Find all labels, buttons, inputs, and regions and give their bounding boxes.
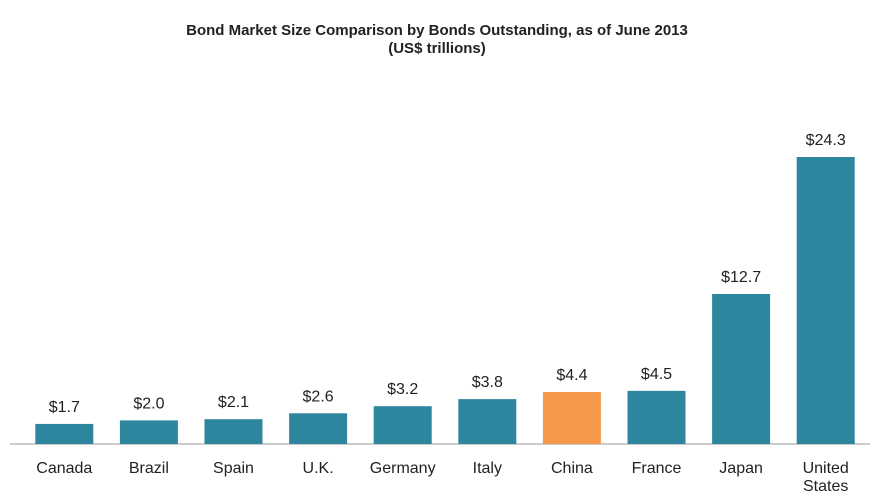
x-tick-label: China: [550, 460, 593, 477]
value-label: $2.6: [303, 388, 334, 405]
bar: [627, 390, 686, 444]
value-label: $1.7: [49, 399, 80, 416]
bar: [35, 423, 94, 444]
bar: [542, 392, 601, 444]
bar: [373, 406, 432, 444]
x-tick-label: Canada: [36, 460, 93, 477]
x-tick-label: Italy: [472, 460, 502, 477]
value-label: $3.8: [472, 374, 503, 391]
x-tick-label: Germany: [369, 460, 436, 477]
value-label: $24.3: [806, 132, 846, 149]
chart-title: Bond Market Size Comparison by Bonds Out…: [186, 22, 688, 39]
x-tick-label: Japan: [719, 460, 763, 477]
value-label: $3.2: [387, 381, 418, 398]
bar: [712, 294, 771, 444]
value-label: $2.0: [133, 395, 164, 412]
x-tick-label: U.K.: [302, 460, 334, 477]
x-tick-label: France: [631, 460, 682, 477]
value-label: $4.5: [641, 366, 672, 383]
bar: [119, 420, 178, 444]
value-label: $12.7: [721, 269, 761, 286]
x-tick-label: Brazil: [128, 460, 169, 477]
bar: [458, 399, 517, 444]
x-tick-label: United States: [802, 460, 849, 495]
value-label: $4.4: [556, 367, 587, 384]
bar: [204, 419, 263, 444]
x-tick-label: Spain: [213, 460, 254, 477]
chart-subtitle: (US$ trillions): [388, 40, 486, 57]
bar: [796, 157, 855, 444]
bar: [289, 413, 348, 444]
value-label: $2.1: [218, 394, 249, 411]
